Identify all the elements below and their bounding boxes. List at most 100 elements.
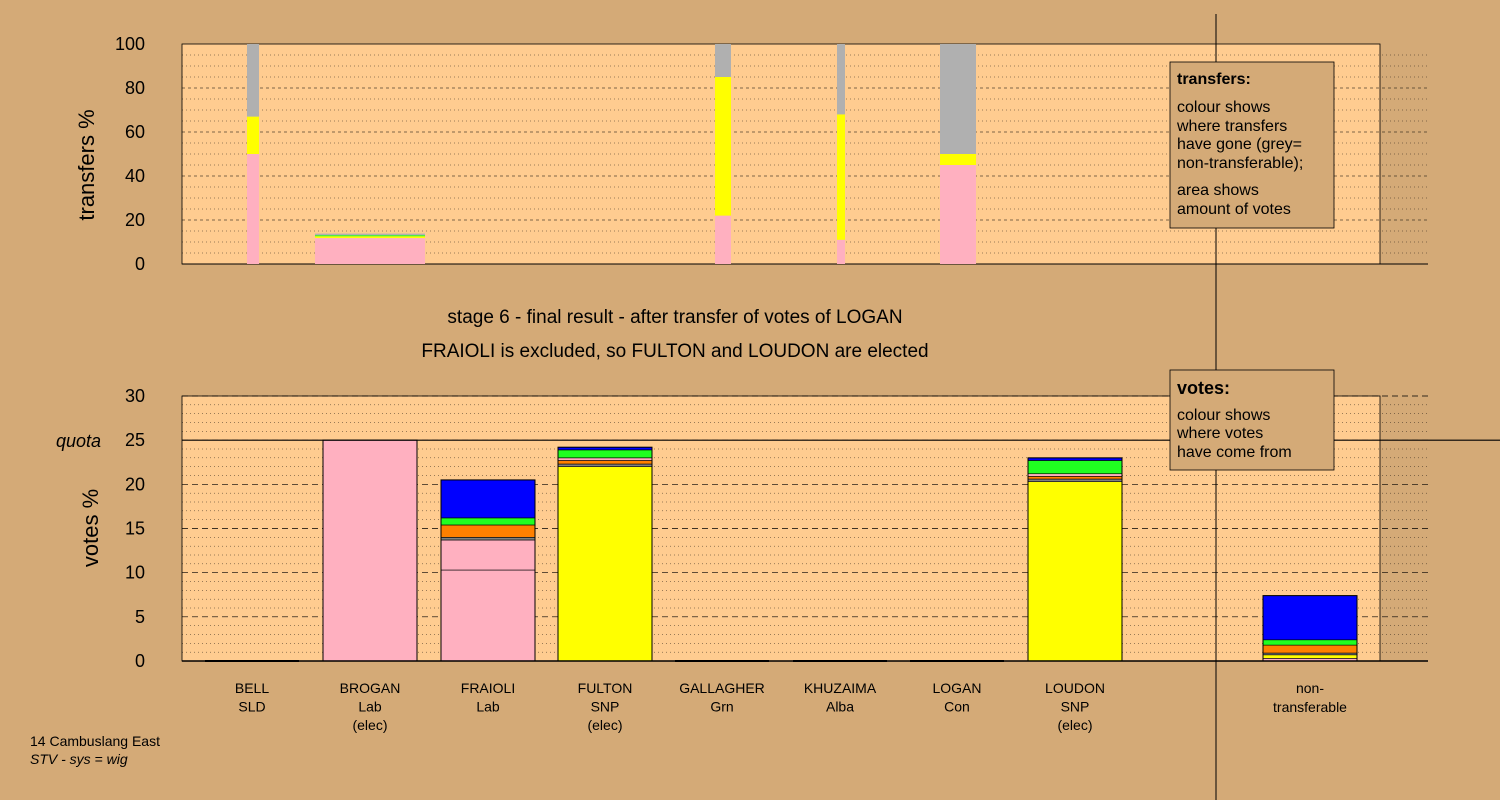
transfers-y-tick-label: 80 bbox=[125, 78, 145, 98]
vote-segment-non-transferable-grn bbox=[1262, 639, 1358, 646]
transfer-segment-bell-non-transferable bbox=[247, 44, 259, 117]
candidate-labels: BELL SLD BROGAN Lab (elec) FRAIOLI Lab FULTON SN… bbox=[235, 680, 1347, 733]
transfers-legend-line: amount of votes bbox=[1177, 201, 1291, 218]
candidate-name: BROGAN bbox=[340, 680, 401, 696]
stage-heading: stage 6 - final result - after transfer … bbox=[447, 307, 902, 328]
transfers-y-tick-label: 100 bbox=[115, 34, 145, 54]
transfer-segment-brogan-non-transferable bbox=[315, 233, 425, 236]
candidate-name: FRAIOLI bbox=[461, 680, 515, 696]
transfers-legend-line: area shows bbox=[1177, 182, 1259, 199]
vote-segment-loudon-sld bbox=[1027, 476, 1123, 480]
votes-y-tick-label: 25 bbox=[125, 430, 145, 450]
votes-y-tick-label: 5 bbox=[135, 607, 145, 627]
vote-segment-loudon-lab bbox=[1027, 473, 1123, 477]
transfers-legend-line: non-transferable); bbox=[1177, 155, 1303, 172]
non-transferable-label: non- bbox=[1296, 680, 1324, 696]
transfers-legend-line: have gone (grey= bbox=[1177, 136, 1302, 153]
transfer-segment-gallagher-lab bbox=[715, 215, 731, 264]
transfer-segment-logan-lab bbox=[940, 165, 976, 264]
candidate-party: Grn bbox=[710, 699, 733, 715]
votes-y-tick-label: 20 bbox=[125, 474, 145, 494]
transfer-segment-bell-lab bbox=[247, 154, 259, 264]
non-transferable-label: transferable bbox=[1273, 699, 1347, 715]
transfer-segment-brogan-lab bbox=[315, 238, 425, 264]
transfers-legend-line: colour shows bbox=[1177, 99, 1270, 116]
transfers-legend-frame bbox=[1169, 61, 1335, 229]
vote-segment-non-transferable-snp bbox=[1262, 654, 1358, 659]
vote-segment-fraioli-lab bbox=[440, 569, 536, 662]
candidate-party: Con bbox=[944, 699, 970, 715]
vote-segment-fulton-snp bbox=[557, 466, 653, 662]
vote-segment-fraioli-sld bbox=[440, 524, 536, 538]
vote-segment-fulton-sld bbox=[557, 460, 653, 465]
transfer-segment-logan-snp bbox=[940, 154, 976, 165]
vote-segment-non-transferable-sld bbox=[1262, 644, 1358, 654]
vote-segment-fulton-grn bbox=[557, 449, 653, 459]
votes-y-tick-label: 30 bbox=[125, 386, 145, 406]
transfer-segment-gallagher-non-transferable bbox=[715, 44, 731, 77]
outcome-heading: FRAIOLI is excluded, so FULTON and LOUDO… bbox=[421, 341, 928, 362]
votes-y-axis-title: votes % bbox=[78, 489, 103, 567]
votes-y-tick-label: 0 bbox=[135, 651, 145, 671]
votes-legend-box: votes: colour shows where votes have com… bbox=[1169, 369, 1335, 471]
vote-segment-loudon-snp bbox=[1027, 481, 1123, 662]
system-label: STV - sys = wig bbox=[30, 751, 128, 767]
votes-legend-title: votes: bbox=[1177, 378, 1230, 398]
candidate-name: BELL bbox=[235, 680, 269, 696]
vote-segment-fraioli-grn bbox=[440, 517, 536, 526]
quota-label: quota bbox=[56, 431, 101, 451]
candidate-party: Alba bbox=[826, 699, 854, 715]
votes-legend-line: colour shows bbox=[1177, 407, 1270, 424]
votes-legend-frame bbox=[1169, 369, 1335, 471]
votes-y-ticks: 0 5 10 15 20 25 30 bbox=[125, 386, 145, 671]
vote-segment-fraioli-alba bbox=[440, 537, 536, 541]
transfers-legend-box: transfers: colour shows where transfers … bbox=[1169, 61, 1335, 229]
transfers-legend-title: transfers: bbox=[1177, 71, 1251, 88]
candidate-name: LOGAN bbox=[932, 680, 981, 696]
transfer-segment-logan-non-transferable bbox=[940, 44, 976, 154]
candidate-party: SNP bbox=[591, 699, 620, 715]
candidate-name: KHUZAIMA bbox=[804, 680, 877, 696]
candidate-name: LOUDON bbox=[1045, 680, 1105, 696]
transfers-y-tick-label: 0 bbox=[135, 254, 145, 274]
candidate-elected-note: (elec) bbox=[352, 717, 387, 733]
ward-label: 14 Cambuslang East bbox=[30, 733, 160, 749]
transfer-segment-bell-snp bbox=[247, 116, 259, 154]
candidate-name: FULTON bbox=[578, 680, 633, 696]
vote-segment-loudon-alba bbox=[1027, 478, 1123, 482]
transfer-segment-gallagher-snp bbox=[715, 77, 731, 216]
transfer-segment-khuzaima-snp bbox=[837, 114, 845, 240]
transfers-y-tick-label: 40 bbox=[125, 166, 145, 186]
transfer-segment-khuzaima-non-transferable bbox=[837, 44, 845, 115]
votes-legend-line: have come from bbox=[1177, 444, 1292, 461]
votes-legend-line: where votes bbox=[1176, 425, 1263, 442]
votes-y-tick-label: 15 bbox=[125, 519, 145, 539]
transfers-y-tick-label: 60 bbox=[125, 122, 145, 142]
candidate-name: GALLAGHER bbox=[679, 680, 765, 696]
candidate-party: SLD bbox=[238, 699, 265, 715]
transfers-y-tick-label: 20 bbox=[125, 210, 145, 230]
vote-segment-non-transferable-con bbox=[1262, 595, 1358, 641]
vote-segment-loudon-grn bbox=[1027, 460, 1123, 475]
transfers-y-axis-title: transfers % bbox=[74, 109, 99, 220]
candidate-party: Lab bbox=[476, 699, 500, 715]
vote-segment-fulton-alba bbox=[557, 463, 653, 467]
transfers-y-ticks: 0 20 40 60 80 100 bbox=[115, 34, 145, 274]
transfer-segment-brogan-snp bbox=[315, 236, 425, 239]
vote-segment-fraioli-lab bbox=[440, 539, 536, 571]
vote-segment-fraioli-con bbox=[440, 479, 536, 519]
vote-segment-fulton-lab bbox=[557, 457, 653, 461]
transfers-legend-line: where transfers bbox=[1176, 118, 1287, 135]
candidate-party: Lab bbox=[358, 699, 382, 715]
transfer-segment-khuzaima-lab bbox=[837, 239, 845, 264]
candidate-elected-note: (elec) bbox=[1057, 717, 1092, 733]
candidate-party: SNP bbox=[1061, 699, 1090, 715]
transfer-segment-brogan-grn bbox=[315, 235, 425, 237]
votes-bars bbox=[205, 439, 1358, 662]
candidate-elected-note: (elec) bbox=[587, 717, 622, 733]
votes-y-tick-label: 10 bbox=[125, 563, 145, 583]
vote-segment-brogan-lab bbox=[322, 439, 418, 662]
transfers-bars bbox=[247, 44, 976, 264]
votes-panel: 0 5 10 15 20 25 30 quota votes % BELL SLD BROGAN… bbox=[56, 386, 1500, 733]
